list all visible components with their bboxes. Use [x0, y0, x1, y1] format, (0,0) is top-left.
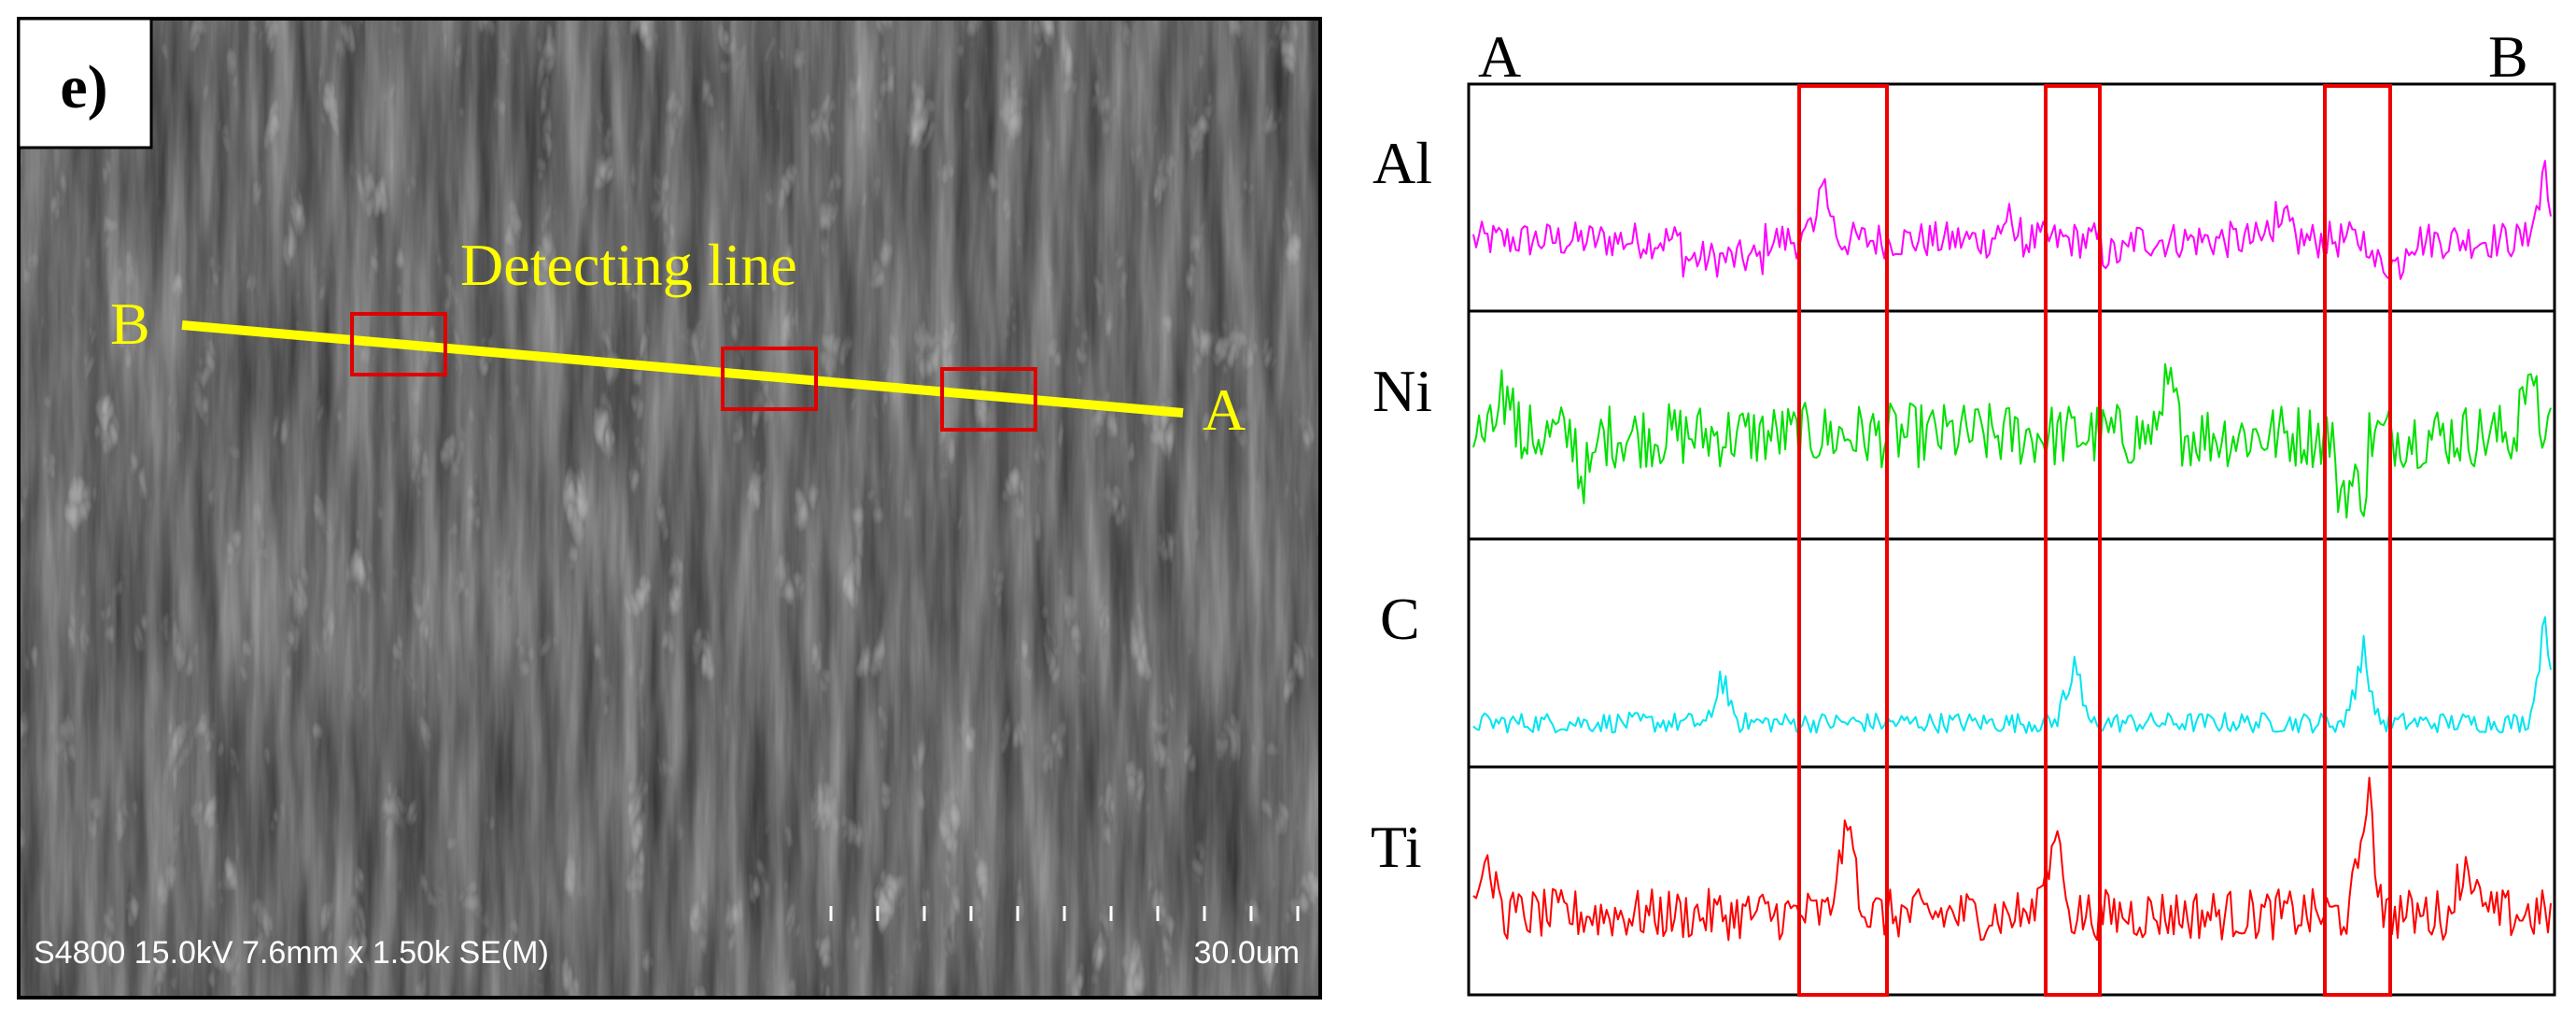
line-point-a: A [1203, 376, 1246, 443]
linescan-label-b: B [2488, 23, 2528, 90]
highlight-column-3 [2323, 84, 2392, 997]
element-label-ti: Ti [1371, 814, 1422, 880]
linescan-signals [1472, 160, 2552, 942]
element-label-c: C [1380, 586, 1420, 652]
detecting-line [181, 320, 1184, 418]
sem-scale-label: 30.0um [1194, 935, 1300, 971]
linescan-panels [1467, 82, 2556, 997]
signal-c [1472, 616, 2552, 734]
sem-shade [19, 19, 1320, 998]
sem-highlights [19, 19, 1320, 998]
sem-info-bar: S4800 15.0kV 7.6mm x 1.50k SE(M) [34, 935, 549, 971]
signal-ni [1472, 362, 2552, 519]
scale-bar [829, 906, 1300, 921]
line-point-b: B [110, 291, 150, 357]
sem-region-box-2 [721, 347, 818, 411]
element-label-al: Al [1372, 130, 1432, 196]
highlight-column-2 [2044, 84, 2102, 997]
linescan-label-a: A [1478, 23, 1521, 90]
highlight-column-1 [1797, 84, 1889, 997]
sem-region-box-3 [940, 367, 1037, 432]
panel-label: e) [60, 53, 107, 121]
panel-label-box [17, 17, 153, 149]
element-label-ni: Ni [1372, 358, 1432, 424]
detecting-line-label: Detecting line [460, 232, 797, 298]
sem-image [19, 19, 1320, 998]
sem-frame [17, 17, 1322, 1000]
signal-al [1472, 160, 2552, 280]
linescan-panel-ti [1467, 765, 2556, 997]
signal-ti [1472, 776, 2552, 942]
sem-region-box-1 [350, 312, 447, 376]
